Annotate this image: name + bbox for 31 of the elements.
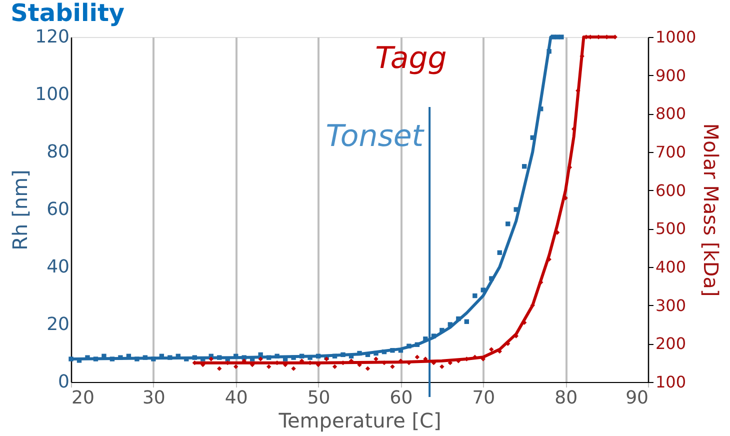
y-tick-label: 40 [46,256,70,278]
y2-tick-label: 100 [656,372,686,392]
y-axis-title: Rh [nm] [8,170,32,250]
y2-tick-label: 300 [656,296,686,315]
y-tick-label: 0 [58,372,70,392]
x-tick-label: 30 [142,388,166,408]
chart-title: Stability [10,0,125,27]
y2-tick-label: 700 [656,142,686,162]
x-tick-label: 80 [554,388,578,408]
y-tick-label: 20 [46,314,70,335]
x-tick-label: 50 [307,388,330,408]
x-tick-label: 60 [390,388,413,408]
y2-tick-label: 1000 [656,28,696,46]
y2-axis-title: Molar Mass [kDa] [699,123,724,297]
x-axis-title: Temperature [C] [278,408,442,432]
y2-tick-label: 600 [656,180,686,200]
y-tick-label: 100 [35,84,70,105]
x-tick-label: 40 [224,388,248,408]
x-tick-label: 20 [72,388,94,408]
y2-tick-label: 200 [656,334,686,354]
x-tick-label: 90 [626,388,648,408]
y-tick-label: 80 [46,142,70,162]
x-tick-label: 70 [472,388,496,408]
y2-tick-label: 400 [656,258,686,276]
y2-tick-label: 900 [656,66,686,85]
y2-tick-label: 500 [656,219,686,238]
y-tick-label: 60 [46,199,70,220]
y-tick-label: 120 [35,26,70,48]
annotation: Tagg [375,41,447,76]
y2-tick-label: 800 [656,104,686,124]
ref-line-label: Tonset [326,119,425,154]
